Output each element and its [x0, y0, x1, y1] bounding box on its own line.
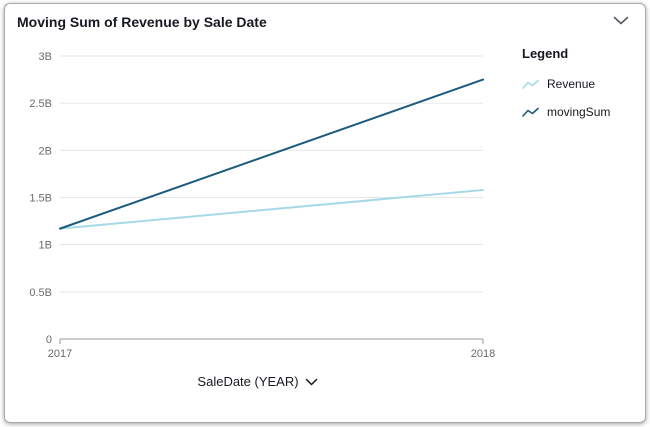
y-tick-label: 2.5B	[29, 98, 52, 110]
y-tick-label: 0	[46, 334, 52, 346]
x-axis-label-dropdown[interactable]: SaleDate (YEAR)	[5, 374, 510, 389]
y-tick-label: 1.5B	[29, 193, 52, 205]
y-tick-label: 3B	[39, 51, 52, 63]
widget-body: 3B 2.5B 2B 1.5B 1B 0.5B 0 2017 2018 SaleDate (YE…	[5, 36, 645, 389]
series-line-revenue[interactable]	[59, 188, 484, 230]
legend-title: Legend	[522, 46, 569, 61]
legend-panel: Legend Revenue movingSum	[510, 36, 610, 389]
x-tick-label: 2018	[471, 348, 495, 360]
legend-item-movingsum[interactable]: movingSum	[522, 105, 610, 119]
x-tick-label: 2017	[48, 348, 72, 360]
legend-item-label: Revenue	[547, 77, 596, 91]
legend-item-label: movingSum	[547, 105, 611, 119]
line-series-icon	[522, 79, 539, 90]
chart-widget: Moving Sum of Revenue by Sale Date 3B 2.5…	[4, 3, 646, 423]
line-chart: 3B 2.5B 2B 1.5B 1B 0.5B 0 2017 2018	[29, 51, 495, 360]
y-tick-label: 0.5B	[29, 287, 52, 299]
y-tick-label: 1B	[39, 240, 52, 252]
chevron-down-icon	[613, 16, 629, 25]
x-axis-label: SaleDate (YEAR)	[197, 374, 299, 389]
chart-title: Moving Sum of Revenue by Sale Date	[17, 14, 267, 30]
chevron-down-icon	[305, 378, 317, 385]
legend-item-revenue[interactable]: Revenue	[522, 77, 610, 91]
line-series-icon	[522, 107, 539, 118]
widget-header: Moving Sum of Revenue by Sale Date	[5, 4, 645, 36]
y-tick-label: 2B	[39, 145, 52, 157]
series-line-movingsum[interactable]	[59, 78, 484, 230]
widget-menu-button[interactable]	[611, 14, 631, 27]
chart-area: 3B 2.5B 2B 1.5B 1B 0.5B 0 2017 2018 SaleDate (YE…	[5, 36, 510, 389]
